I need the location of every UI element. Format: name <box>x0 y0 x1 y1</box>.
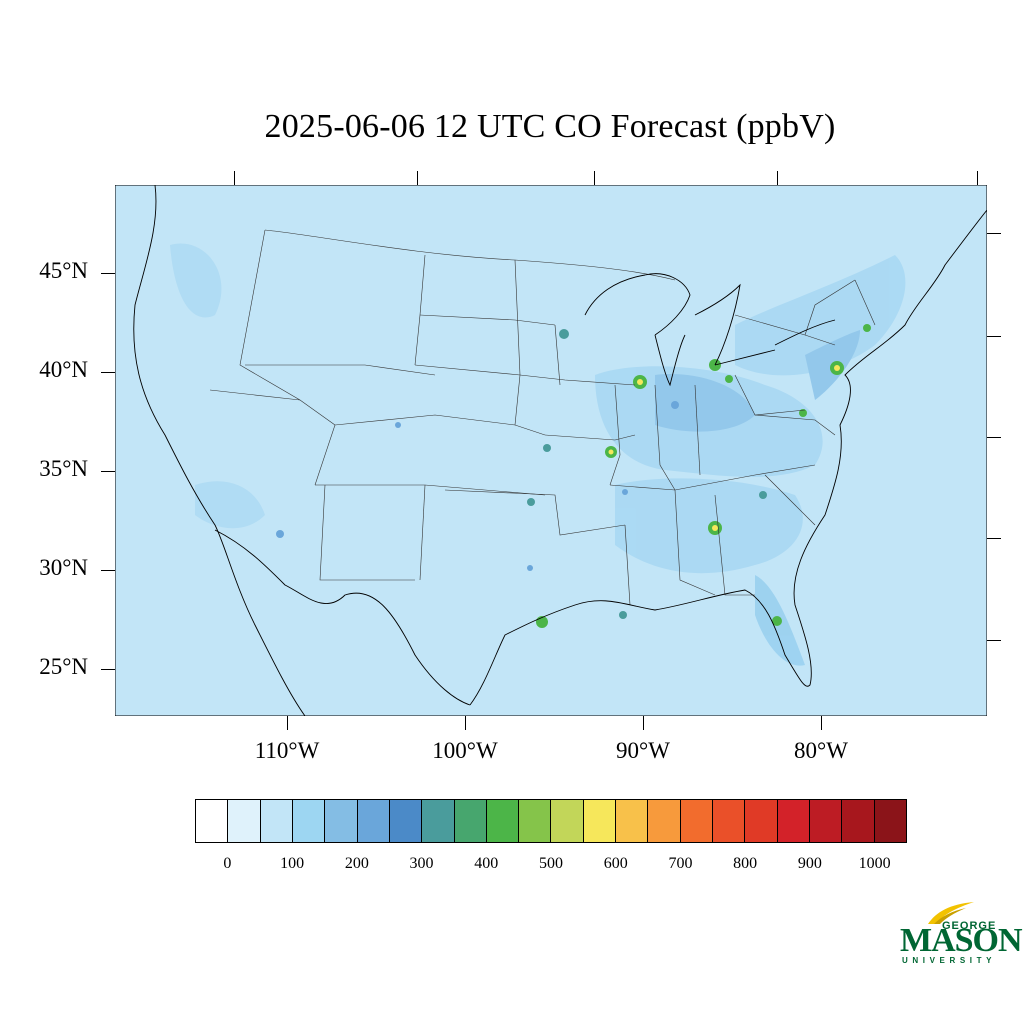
colorbar-swatch <box>713 800 746 842</box>
right-tick-5 <box>987 640 1001 641</box>
hotspot-washington <box>799 409 807 417</box>
colorbar-swatch <box>454 800 487 842</box>
colorbar-swatch <box>292 800 326 842</box>
lon-label-80w: 80°W <box>794 738 848 763</box>
hotspot-tampa <box>772 616 782 626</box>
right-tick-2 <box>987 336 1001 337</box>
lat-label-25: 25°N <box>39 654 88 679</box>
lat-label-45: 45°N <box>39 258 88 283</box>
lat-label-35: 35°N <box>39 456 88 481</box>
region-northeast <box>735 255 906 376</box>
hotspot-chicago-core <box>637 379 643 385</box>
hotspot-dallas <box>527 565 533 571</box>
co-hotspots <box>276 324 871 628</box>
colorbar-swatch <box>616 800 649 842</box>
colorbar-swatch <box>777 800 810 842</box>
colorbar-swatch <box>486 800 520 842</box>
colorbar-label: 1000 <box>858 855 891 872</box>
hotspot-boston <box>863 324 871 332</box>
left-tick-45 <box>101 273 115 274</box>
logo-george-text: GEORGE <box>942 920 997 932</box>
colorbar-swatch <box>583 800 617 842</box>
lat-label-40: 40°N <box>39 357 88 382</box>
colorbar-swatch <box>325 800 358 842</box>
colorbar-swatch <box>842 800 875 842</box>
right-tick-3 <box>987 437 1001 438</box>
right-tick-1 <box>987 233 1001 234</box>
bottom-tick-80 <box>821 716 822 730</box>
left-tick-35 <box>101 471 115 472</box>
lon-label-110w: 110°W <box>254 738 320 763</box>
colorbar-swatch <box>874 800 906 842</box>
logo-university-text: UNIVERSITY <box>902 956 997 965</box>
colorbar-label: 500 <box>539 855 563 872</box>
colorbar-swatch <box>809 800 843 842</box>
hotspot-denver <box>395 422 401 428</box>
hotspot-memphis <box>622 489 628 495</box>
colorbar-swatch <box>551 800 584 842</box>
colorbar-swatch <box>745 800 778 842</box>
colorbar-swatch <box>519 800 552 842</box>
colorbar-label: 300 <box>409 855 434 872</box>
left-tick-30 <box>101 570 115 571</box>
lat-label-30: 30°N <box>39 555 88 580</box>
top-tick-90 <box>594 171 595 185</box>
colorbar-label: 200 <box>344 855 369 872</box>
region-arizona <box>195 481 265 529</box>
hotspot-new-york-core <box>834 365 840 371</box>
top-tick-100 <box>417 171 418 185</box>
region-pacific-nw <box>170 243 222 318</box>
colorbar-swatch <box>228 800 261 842</box>
colorbar-swatch <box>357 800 390 842</box>
top-tick-80 <box>777 171 778 185</box>
left-tick-40 <box>101 372 115 373</box>
hotspot-indianapolis <box>671 401 679 409</box>
lon-label-90w: 90°W <box>616 738 670 763</box>
colorbar-label: 900 <box>797 855 822 872</box>
bottom-tick-90 <box>643 716 644 730</box>
colorbar-swatch <box>422 800 455 842</box>
top-tick-110 <box>234 171 235 185</box>
hotspot-atlanta-core <box>712 525 718 531</box>
hotspot-cleveland <box>725 375 733 383</box>
colorbar-label: 700 <box>668 855 693 872</box>
hotspot-st-louis-core <box>608 449 614 455</box>
colorbar-label: 600 <box>603 855 628 872</box>
coastline <box>133 185 987 716</box>
colorbar-label: 800 <box>733 855 758 872</box>
george-mason-logo: GEORGE MASON UNIVERSITY <box>900 900 1023 970</box>
colorbar-swatch <box>648 800 681 842</box>
colorbar-swatch <box>260 800 293 842</box>
logo-swoosh-icon <box>928 902 974 924</box>
region-ohio-valley <box>655 374 755 432</box>
colorbar-swatch <box>680 800 713 842</box>
map-background <box>115 185 987 716</box>
colorbar-label: 100 <box>280 855 305 872</box>
colorbar-label: 400 <box>474 855 499 872</box>
hotspot-charlotte <box>759 491 767 499</box>
map-svg <box>115 185 987 716</box>
co-forecast-map <box>115 185 987 716</box>
colorbar <box>195 799 907 843</box>
top-tick-70 <box>977 171 978 185</box>
logo-mason-text: MASON <box>900 922 1023 959</box>
state-boundaries <box>209 229 876 606</box>
bottom-tick-110 <box>287 716 288 730</box>
hotspot-phoenix <box>276 530 284 538</box>
left-tick-25 <box>101 669 115 670</box>
colorbar-swatch <box>196 800 229 842</box>
hotspot-new-orleans <box>619 611 627 619</box>
right-tick-4 <box>987 538 1001 539</box>
colorbar-label: 0 <box>223 855 232 872</box>
colorbar-swatch <box>389 800 423 842</box>
hotspot-kansas-city <box>543 444 551 452</box>
hotspot-oklahoma <box>527 498 535 506</box>
hotspot-minneapolis <box>559 329 569 339</box>
bottom-tick-100 <box>465 716 466 730</box>
chart-title: 2025-06-06 12 UTC CO Forecast (ppbV) <box>264 108 836 145</box>
lon-label-100w: 100°W <box>432 738 498 763</box>
